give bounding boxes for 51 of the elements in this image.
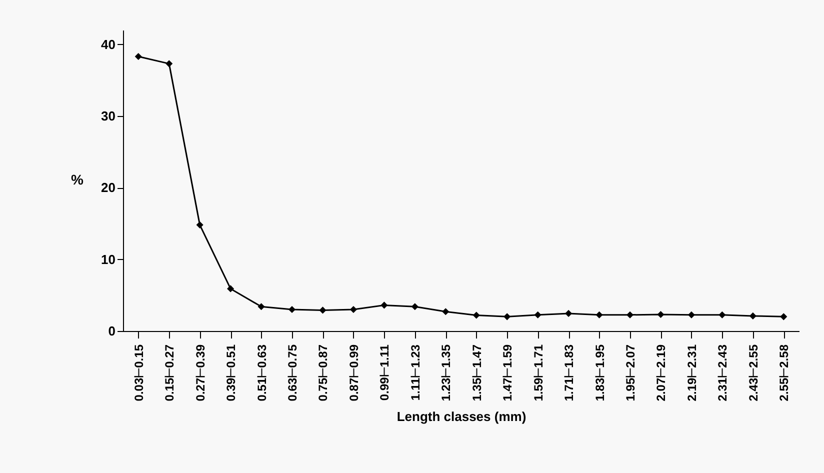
point xyxy=(565,310,572,317)
x-axis-title: Length classes (mm) xyxy=(396,409,526,424)
point xyxy=(688,311,695,318)
x-tick-label: 2.07⊢2.19 xyxy=(654,344,668,402)
x-tick-label: 0.63⊢0.75 xyxy=(286,344,300,402)
y-tick-label: 30 xyxy=(101,108,116,124)
x-tick-label: 0.87⊢0.99 xyxy=(346,344,361,402)
point xyxy=(534,311,542,318)
x-tick-label: 1.59⊢1.71 xyxy=(531,344,546,402)
point xyxy=(657,310,664,318)
x-tick-label: 0.39⊢0.51 xyxy=(224,344,238,402)
x-tick-label: 0.03⊢0.15 xyxy=(132,344,146,402)
y-axis-title: % xyxy=(71,172,84,188)
x-tick-label: 2.55⊢2.58 xyxy=(777,344,792,402)
y-tick-label: 10 xyxy=(101,252,116,267)
point xyxy=(472,312,480,319)
point xyxy=(411,303,418,310)
point xyxy=(442,308,450,316)
point xyxy=(596,311,603,318)
point xyxy=(380,302,388,309)
x-tick-label: 2.31⊢2.43 xyxy=(716,344,730,402)
point xyxy=(626,311,634,318)
y-tick-label: 0 xyxy=(108,324,116,338)
point xyxy=(749,312,756,320)
point xyxy=(350,306,357,314)
point xyxy=(166,60,173,68)
point xyxy=(319,306,326,314)
point xyxy=(196,221,204,228)
x-tick-label: 1.71⊢1.83 xyxy=(562,344,576,402)
point xyxy=(227,285,234,292)
x-tick-label: 1.83⊢1.95 xyxy=(592,344,607,402)
point xyxy=(134,52,142,60)
x-tick-label: 2.19⊢2.31 xyxy=(684,344,699,402)
x-tick-label: 1.23⊢1.35 xyxy=(439,344,454,402)
point xyxy=(780,313,788,320)
x-tick-label: 1.47⊢1.59 xyxy=(500,344,515,402)
y-tick-label: 20 xyxy=(101,180,116,196)
x-tick-label: 0.75⊢0.87 xyxy=(316,344,330,402)
x-tick-label: 0.51⊢0.63 xyxy=(254,344,269,402)
x-tick-label: 0.27⊢0.39 xyxy=(193,344,208,402)
point xyxy=(504,313,511,320)
x-tick-label: 1.95⊢2.07 xyxy=(624,344,638,402)
x-tick-label: 1.35⊢1.47 xyxy=(470,344,484,402)
x-tick-label: 2.43⊢2.55 xyxy=(746,344,760,402)
point xyxy=(258,303,265,310)
x-tick-label: 0.15⊢0.27 xyxy=(162,344,177,402)
x-tick-label: 1.11⊢1.23 xyxy=(408,344,422,401)
x-tick-label: 0.99⊢1.11 xyxy=(378,344,392,401)
point xyxy=(288,306,296,314)
point xyxy=(718,311,726,318)
y-tick-label: 40 xyxy=(101,36,116,52)
